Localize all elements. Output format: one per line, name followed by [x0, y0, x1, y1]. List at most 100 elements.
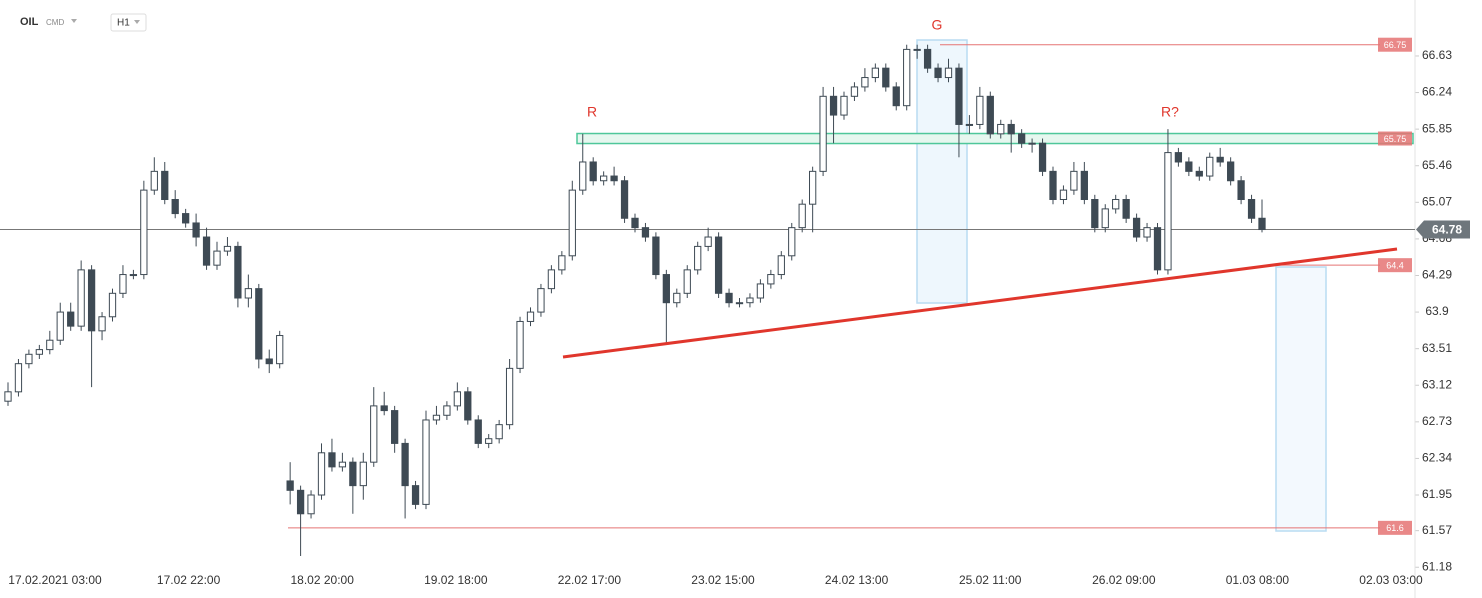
candle-body	[1018, 133, 1026, 144]
candle-body	[129, 274, 138, 277]
candle-body	[380, 405, 388, 412]
x-tick-label: 17.02 22:00	[157, 573, 221, 587]
market: CMD	[46, 18, 64, 27]
y-tick-label: 66.24	[1422, 85, 1452, 99]
candle-body	[1091, 199, 1099, 229]
annotation: G	[932, 17, 943, 33]
candle-body	[307, 494, 315, 515]
y-tick-label: 62.34	[1422, 451, 1452, 465]
candle-body	[662, 274, 670, 304]
candle-body	[1038, 142, 1047, 172]
candle-body	[777, 255, 785, 276]
candle-body	[631, 217, 639, 229]
candle-body	[213, 250, 221, 266]
candle-body	[14, 363, 23, 393]
price-tag-label: 64.4	[1386, 261, 1404, 271]
candle-body	[1206, 156, 1214, 177]
candle-body	[464, 391, 472, 421]
candle-body	[401, 442, 409, 487]
symbol: OIL	[20, 16, 39, 28]
trend-line	[562, 247, 1398, 359]
y-tick-label: 61.57	[1422, 523, 1452, 537]
candle-body	[861, 77, 869, 88]
candle-body	[244, 288, 252, 299]
candle-body	[77, 269, 85, 327]
candle-body	[223, 245, 232, 252]
candle-body	[119, 274, 127, 294]
candle-body	[610, 175, 618, 182]
candle-body	[1143, 227, 1151, 238]
candle-body	[255, 288, 263, 360]
candle-body	[829, 95, 838, 116]
candle-body	[1195, 170, 1203, 177]
dropdown-icon[interactable]	[71, 19, 77, 23]
x-tick-label: 17.02.2021 03:00	[8, 573, 102, 587]
dropdown-icon	[134, 20, 140, 24]
candle-body	[422, 419, 430, 505]
candle-body	[67, 311, 75, 327]
x-tick-label: 22.02 17:00	[558, 573, 622, 587]
candle-body	[714, 236, 723, 294]
candle-body	[1132, 217, 1141, 238]
y-tick-label: 66.63	[1422, 48, 1452, 62]
y-tick-label: 64.29	[1422, 268, 1452, 282]
candle-body	[589, 161, 597, 182]
y-tick-label: 65.85	[1422, 121, 1452, 135]
current-price-label: 64.78	[1432, 223, 1462, 237]
candle-body	[1237, 180, 1245, 201]
current-price-tag	[1416, 220, 1470, 239]
candle-body	[767, 274, 775, 285]
candle-body	[986, 95, 994, 135]
candle-body	[485, 438, 493, 444]
x-tick-label: 25.02 11:00	[959, 573, 1022, 587]
candle-body	[547, 269, 556, 290]
candle-body	[495, 424, 503, 440]
interval: H1	[117, 18, 130, 29]
y-tick-label: 63.51	[1422, 341, 1452, 355]
candle-body	[317, 452, 326, 496]
candle-body	[558, 255, 566, 271]
candle-body	[526, 311, 535, 322]
candle-body	[600, 175, 608, 182]
x-tick-label: 24.02 13:00	[825, 573, 889, 587]
candle-body	[1070, 170, 1078, 191]
candle-body	[171, 199, 179, 215]
x-tick-label: 18.02 20:00	[290, 573, 354, 587]
y-tick-label: 61.95	[1422, 487, 1452, 501]
candle-body	[1122, 199, 1130, 219]
candle-body	[1247, 199, 1256, 219]
candle-body	[516, 320, 524, 369]
y-tick-label: 65.46	[1422, 158, 1452, 172]
candle-body	[568, 189, 576, 257]
interval-select[interactable]	[110, 13, 147, 32]
candle-body	[1101, 208, 1109, 229]
price-tag	[1378, 520, 1412, 535]
candle-body	[234, 245, 242, 299]
candle-body	[1059, 189, 1068, 201]
candle-body	[370, 405, 378, 463]
price-tag	[1378, 131, 1412, 146]
resistance-zone	[576, 132, 1414, 145]
candle-body	[4, 391, 12, 402]
candle-body	[944, 67, 953, 79]
candle-body	[955, 67, 963, 125]
candle-body	[652, 236, 660, 276]
candle-body	[87, 269, 96, 332]
y-tick-label: 62.73	[1422, 414, 1452, 428]
price-tag	[1378, 258, 1412, 273]
x-tick-label: 19.02 18:00	[424, 573, 488, 587]
candle-body	[349, 461, 357, 487]
candle-body	[359, 461, 367, 487]
candle-body	[202, 236, 211, 266]
candle-body	[276, 335, 284, 365]
candle-body	[871, 67, 879, 79]
candle-body	[1185, 161, 1193, 172]
candle-body	[1216, 156, 1224, 163]
candle-body	[56, 311, 64, 341]
candle-body	[192, 222, 200, 238]
candle-body	[150, 170, 158, 191]
x-tick-label: 26.02 09:00	[1092, 573, 1156, 587]
target-box	[1275, 266, 1327, 532]
candle-body	[537, 288, 545, 313]
